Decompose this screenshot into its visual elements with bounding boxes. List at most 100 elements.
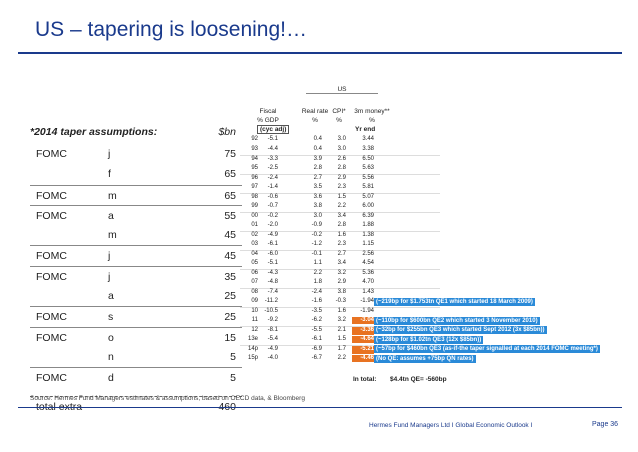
assumption-value: 45	[224, 250, 236, 263]
cell-cpi: 1.6	[337, 232, 346, 238]
cell-cpi: 2.8	[337, 164, 346, 171]
cell-real: -3.5	[311, 308, 322, 314]
assumption-fomc: FOMC	[36, 189, 67, 202]
cell-yr: 14p	[247, 346, 258, 352]
table-row: 08 -7.4 -2.4 3.8 1.43	[240, 288, 440, 296]
assumptions-header: *2014 taper assumptions: $bn	[30, 126, 242, 144]
table-row: 99 -0.7 3.8 2.2 6.00	[240, 203, 440, 211]
assumption-month: a	[108, 290, 114, 303]
cell-m3: 1.88	[362, 221, 374, 228]
cell-real: -6.9	[311, 346, 322, 352]
table-row: 06 -4.3 2.2 3.2 5.36	[240, 269, 440, 277]
cell-fis: -4.8	[267, 278, 278, 285]
col-cpi-header: CPI*	[332, 108, 346, 115]
assumption-fomc: FOMC	[36, 372, 67, 385]
cell-real: 1.1	[313, 259, 322, 266]
source-note: Source: Hermes Fund Managers estimates &…	[30, 395, 305, 402]
assumption-value: 5	[230, 372, 236, 385]
cell-cpi: 3.8	[337, 289, 346, 295]
in-total-label: In total:	[353, 376, 377, 383]
cell-m3: 5.56	[362, 175, 374, 181]
page-number: Page 36	[592, 421, 619, 428]
cell-fis: -8.1	[267, 327, 278, 333]
cell-real: 2.7	[313, 175, 322, 181]
cell-real: 2.8	[313, 164, 322, 171]
cell-m3: 5.07	[362, 194, 374, 200]
assumption-value: 65	[224, 189, 236, 202]
cell-cpi: 1.5	[337, 194, 346, 200]
cell-yr: 02	[251, 232, 258, 238]
cell-m3: -3.04	[352, 316, 374, 325]
cell-yr: 98	[251, 194, 258, 200]
cell-real: 3.5	[313, 183, 322, 190]
cell-fis: -2.5	[267, 164, 278, 171]
cell-fis: -6.0	[267, 251, 278, 257]
title-divider	[18, 52, 622, 54]
cell-real: 3.9	[313, 156, 322, 162]
qe-note: (~32bp for $255bn QE3 which started Sept…	[374, 326, 547, 334]
cell-fis: -4.0	[267, 354, 278, 361]
cell-yr: 99	[251, 202, 258, 209]
assumptions-heading: *2014 taper assumptions:	[30, 126, 158, 138]
footer-org: Hermes Fund Managers Ltd I Global Econom…	[369, 422, 533, 429]
table-row: 93 -4.4 0.4 3.0 3.38	[240, 146, 440, 154]
cell-fis: -7.4	[267, 289, 278, 295]
assumption-row: FOMC a 55	[30, 204, 242, 225]
assumption-value: 45	[224, 229, 236, 242]
cell-fis: -5.4	[267, 335, 278, 342]
cell-m3: 5.81	[362, 183, 374, 190]
table-row: 12 -8.1 -5.5 2.1 -3.36	[240, 326, 440, 335]
cell-fis: -0.6	[267, 194, 278, 200]
assumption-value: 5	[230, 350, 236, 363]
cell-cpi: 3.2	[337, 270, 346, 276]
table-row: 05 -5.1 1.1 3.4 4.54	[240, 260, 440, 268]
taper-assumptions-table: *2014 taper assumptions: $bn FOMC j 75 f 65 F…	[30, 126, 242, 416]
cell-real: -6.1	[311, 335, 322, 342]
cell-yr: 95	[251, 164, 258, 171]
cell-yr: 12	[251, 327, 258, 333]
assumption-fomc: FOMC	[36, 209, 67, 222]
cell-cpi: 2.2	[337, 202, 346, 209]
cell-fis: -2.0	[267, 221, 278, 228]
table-row: 00 -0.2 3.0 3.4 6.39	[240, 212, 440, 220]
cell-m3: -1.94	[360, 297, 374, 304]
cell-yr: 06	[251, 270, 258, 276]
cell-yr: 11	[251, 316, 258, 323]
cell-fis: -6.1	[267, 240, 278, 247]
footer-divider	[18, 407, 622, 408]
cell-m3: 2.56	[362, 251, 374, 257]
cell-m3: -4.64	[352, 335, 374, 344]
cell-fis: -2.4	[267, 175, 278, 181]
cell-yr: 92	[251, 136, 258, 142]
cell-real: 3.0	[313, 213, 322, 219]
table-row: 11 -9.2 -6.2 3.2 -3.04	[240, 316, 440, 325]
cell-fis: -4.9	[267, 232, 278, 238]
qe-note: (~57bp for $460bn QE3 (as-if-the taper s…	[374, 345, 600, 353]
yrend-tag: Yr end	[355, 126, 376, 133]
cell-yr: 94	[251, 156, 258, 162]
cycadj-tag: (cyc adj)	[257, 125, 290, 134]
cell-m3: 6.39	[362, 213, 374, 219]
cell-yr: 01	[251, 221, 258, 228]
cell-cpi: 3.0	[337, 145, 346, 152]
cell-real: 3.6	[313, 194, 322, 200]
cell-m3: 1.38	[362, 232, 374, 238]
cell-m3: -4.46	[352, 354, 374, 363]
cell-yr: 08	[251, 289, 258, 295]
table-row: 01 -2.0 -0.9 2.8 1.88	[240, 222, 440, 230]
cell-yr: 15p	[247, 354, 258, 361]
cell-yr: 00	[251, 213, 258, 219]
assumption-fomc: FOMC	[36, 250, 67, 263]
qe-note: (~128bp for $1.02tn QE3 (12x $85bn))	[374, 335, 484, 344]
table-row: 92 -5.1 0.4 3.0 3.44	[240, 136, 440, 144]
cell-m3: -3.36	[352, 327, 374, 335]
region-header: US	[306, 86, 378, 94]
assumptions-unit: $bn	[218, 126, 236, 138]
qe-note: (~219bp for $1.753tn QE1 which started 1…	[374, 297, 535, 306]
cell-cpi: 2.7	[337, 251, 346, 257]
cell-yr: 13e	[247, 335, 258, 342]
assumption-row: FOMC m 65	[30, 184, 242, 205]
cell-real: 0.4	[313, 145, 322, 152]
cell-fis: -5.1	[267, 259, 278, 266]
